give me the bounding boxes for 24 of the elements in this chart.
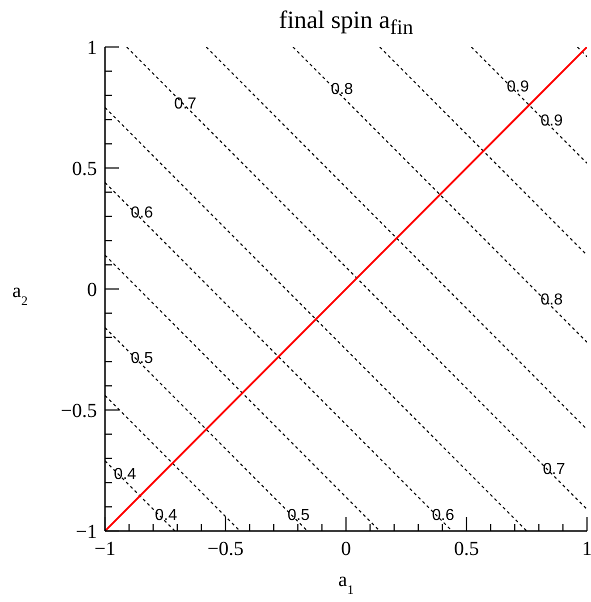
annotation: 0.5	[130, 350, 154, 367]
annotation: 0.9	[506, 78, 530, 96]
y-tick-label: 0	[87, 279, 97, 301]
annotation: 0.8	[330, 81, 354, 98]
chart-title: final spin a$_{fin}$	[278, 6, 414, 41]
annotation: 0.8	[540, 292, 563, 309]
x-tick-label: 0	[341, 538, 351, 560]
x-tick-label: 0.5	[454, 538, 479, 560]
annotation: 0.6	[432, 507, 454, 524]
y-tick-label: −1	[76, 521, 97, 543]
annotation: 0.9	[540, 112, 563, 130]
annotation: 0.4	[114, 466, 136, 483]
y-tick-label: 0.5	[72, 158, 97, 180]
annotation: 0.6	[130, 204, 154, 222]
y-tick-label: −0.5	[60, 400, 97, 422]
x-tick-label: −0.5	[207, 538, 244, 560]
annotation: 0.4	[154, 507, 178, 524]
x-axis-title: a$_{1}$	[338, 569, 354, 596]
y-axis-title: a$_{2}$	[12, 280, 28, 308]
annotation: 0.7	[174, 96, 197, 113]
annotation: 0.5	[287, 507, 310, 524]
y-tick-label: 1	[87, 37, 97, 59]
annotation: 0.7	[542, 461, 566, 478]
x-tick-label: 1	[582, 538, 591, 560]
